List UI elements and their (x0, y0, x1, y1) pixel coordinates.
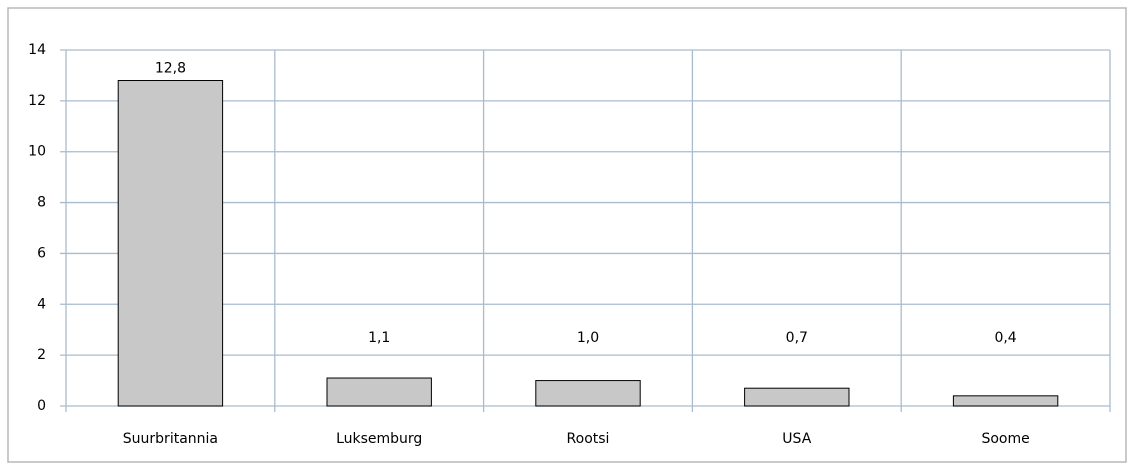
value-label: 1,0 (577, 330, 599, 346)
x-tick-label: USA (782, 431, 811, 447)
bar (117, 80, 224, 407)
value-label: 12,8 (155, 61, 186, 77)
x-tick-label: Soome (981, 431, 1029, 447)
bar (952, 395, 1059, 407)
y-tick-label: 14 (28, 42, 46, 58)
x-tick-label: Luksemburg (336, 431, 422, 447)
y-tick-label: 12 (28, 93, 46, 109)
value-label: 0,4 (994, 330, 1016, 346)
y-tick-label: 6 (37, 245, 46, 261)
value-label: 0,7 (786, 330, 808, 346)
bar (744, 387, 850, 407)
y-tick-label: 4 (37, 296, 46, 312)
x-tick-label: Rootsi (567, 431, 610, 447)
y-tick-label: 0 (37, 398, 46, 414)
y-tick-label: 8 (37, 195, 46, 211)
bar (535, 380, 641, 407)
bar (326, 377, 432, 407)
y-tick-label: 2 (37, 347, 46, 363)
y-tick-label: 10 (28, 144, 46, 160)
x-tick-label: Suurbritannia (123, 431, 218, 447)
value-label: 1,1 (368, 330, 390, 346)
